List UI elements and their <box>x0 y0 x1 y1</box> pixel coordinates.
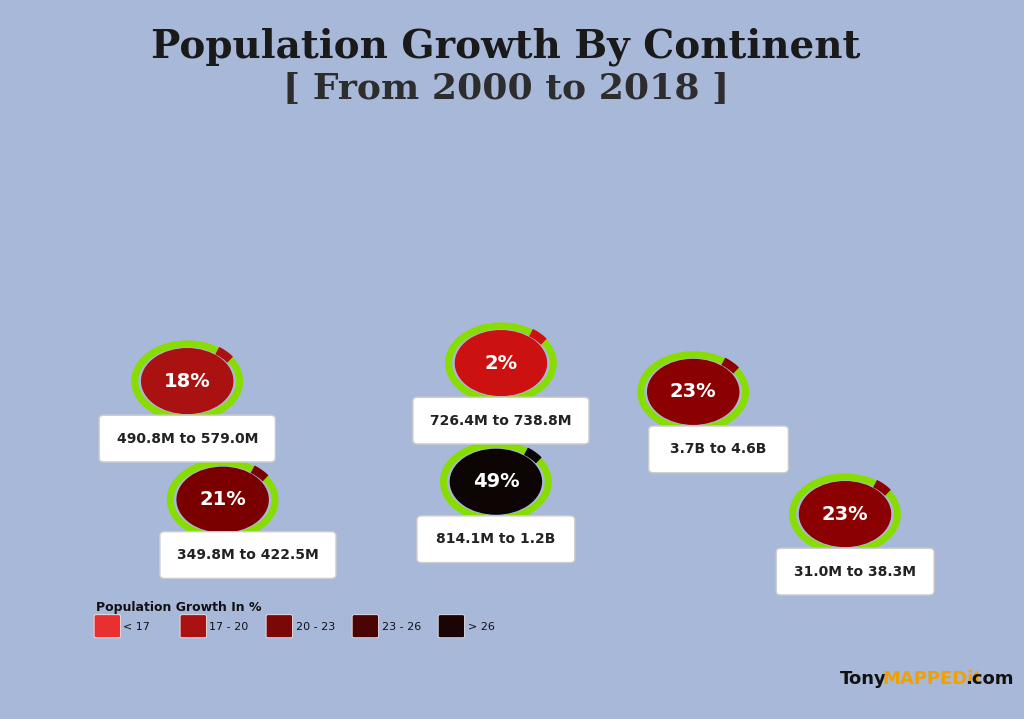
Text: Population Growth In %: Population Growth In % <box>96 601 262 614</box>
Text: 2%: 2% <box>484 354 517 372</box>
Text: 18%: 18% <box>164 372 211 390</box>
Text: Tony: Tony <box>840 670 887 689</box>
FancyBboxPatch shape <box>160 532 336 578</box>
Circle shape <box>141 349 232 413</box>
Text: 23%: 23% <box>821 505 868 523</box>
Text: < 17: < 17 <box>124 622 151 632</box>
Circle shape <box>451 449 542 514</box>
Text: 20 - 23: 20 - 23 <box>296 622 335 632</box>
Text: 17 - 20: 17 - 20 <box>210 622 249 632</box>
FancyBboxPatch shape <box>94 615 121 638</box>
FancyBboxPatch shape <box>438 615 465 638</box>
Text: 490.8M to 579.0M: 490.8M to 579.0M <box>117 431 258 446</box>
Text: 31.0M to 38.3M: 31.0M to 38.3M <box>795 564 916 579</box>
Circle shape <box>177 467 268 532</box>
Text: Population Growth By Continent: Population Growth By Continent <box>152 27 861 66</box>
Circle shape <box>648 360 738 424</box>
Circle shape <box>456 331 547 395</box>
Text: 49%: 49% <box>472 472 519 491</box>
FancyBboxPatch shape <box>180 615 207 638</box>
Text: 726.4M to 738.8M: 726.4M to 738.8M <box>430 413 571 428</box>
Bar <box>0 72 1012 661</box>
FancyBboxPatch shape <box>266 615 293 638</box>
FancyBboxPatch shape <box>648 426 788 473</box>
Circle shape <box>800 482 891 546</box>
Text: MAPPEDit: MAPPEDit <box>883 670 982 689</box>
Text: 3.7B to 4.6B: 3.7B to 4.6B <box>671 442 767 457</box>
FancyBboxPatch shape <box>776 549 934 595</box>
Text: 23%: 23% <box>670 383 717 401</box>
Text: [ From 2000 to 2018 ]: [ From 2000 to 2018 ] <box>283 70 729 105</box>
Text: 21%: 21% <box>200 490 246 509</box>
Text: 23 - 26: 23 - 26 <box>382 622 421 632</box>
FancyBboxPatch shape <box>417 516 574 562</box>
Text: 814.1M to 1.2B: 814.1M to 1.2B <box>436 532 556 546</box>
FancyBboxPatch shape <box>99 416 275 462</box>
FancyBboxPatch shape <box>352 615 379 638</box>
Text: > 26: > 26 <box>468 622 495 632</box>
Text: .com: .com <box>966 670 1014 689</box>
FancyBboxPatch shape <box>413 398 589 444</box>
Text: 349.8M to 422.5M: 349.8M to 422.5M <box>177 548 318 562</box>
